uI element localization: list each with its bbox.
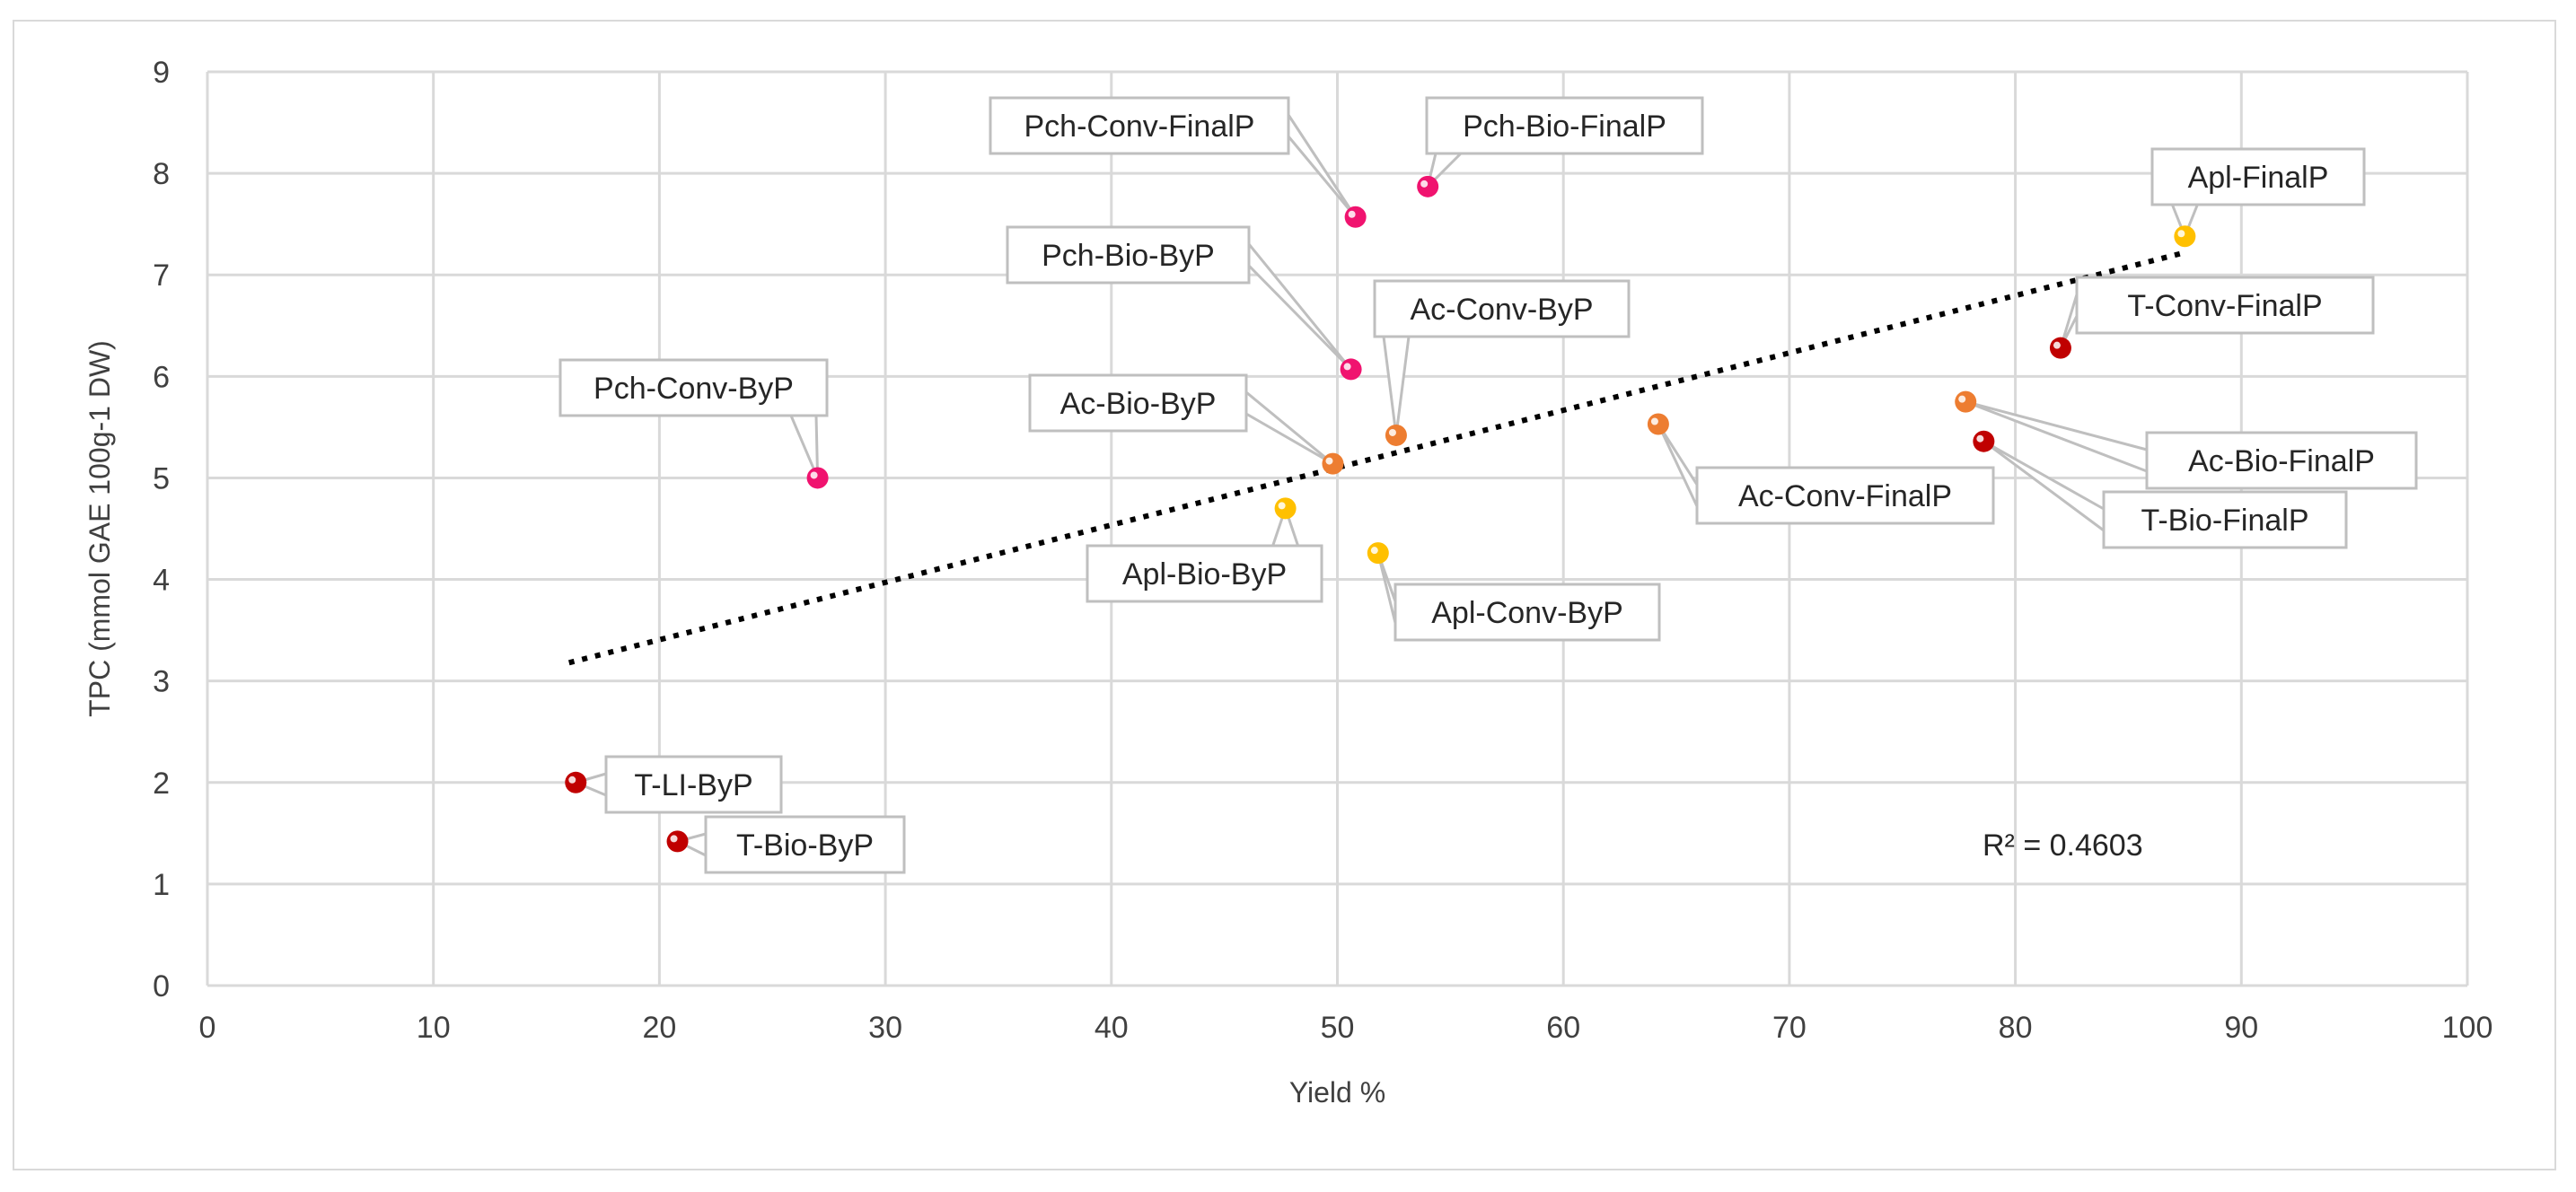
point-label: Apl-Bio-ByP bbox=[1122, 557, 1287, 592]
y-tick-label: 5 bbox=[153, 461, 170, 495]
data-point-highlight bbox=[670, 835, 678, 843]
callout-box bbox=[1425, 96, 1704, 155]
x-tick-label: 60 bbox=[1546, 1011, 1580, 1045]
x-tick-label: 50 bbox=[1321, 1011, 1355, 1045]
point-label: Pch-Bio-FinalP bbox=[1463, 110, 1666, 144]
x-tick-label: 0 bbox=[199, 1011, 216, 1045]
data-point-highlight bbox=[2053, 341, 2061, 349]
x-tick-label: 20 bbox=[642, 1011, 676, 1045]
callout-box bbox=[558, 358, 829, 417]
callout-box bbox=[704, 815, 906, 874]
y-tick-label: 7 bbox=[153, 259, 170, 293]
data-point-highlight bbox=[1278, 502, 1286, 510]
point-label: Ac-Bio-FinalP bbox=[2188, 444, 2375, 478]
callout-leader bbox=[1247, 243, 1352, 371]
data-point bbox=[806, 467, 829, 489]
r-squared-annotation: R² = 0.4603 bbox=[1983, 828, 2143, 863]
point-label: Ac-Bio-ByP bbox=[1060, 387, 1217, 421]
data-point bbox=[1340, 358, 1362, 381]
callout-box bbox=[989, 96, 1290, 155]
callout-box bbox=[2102, 490, 2348, 549]
data-point bbox=[1344, 206, 1367, 228]
point-layer bbox=[565, 175, 2196, 853]
data-point-highlight bbox=[1388, 428, 1396, 436]
callout-box bbox=[2150, 147, 2366, 206]
point-label: Apl-Conv-ByP bbox=[1431, 596, 1623, 630]
point-label: Pch-Conv-FinalP bbox=[1024, 110, 1255, 144]
point-label: Pch-Bio-ByP bbox=[1042, 239, 1215, 273]
x-tick-label: 30 bbox=[868, 1011, 902, 1045]
trendline bbox=[567, 250, 2186, 666]
data-point-highlight bbox=[1420, 180, 1429, 188]
callout-leader bbox=[1382, 336, 1411, 436]
callout-box bbox=[1373, 279, 1631, 338]
callout-leader bbox=[1376, 552, 1397, 624]
data-point bbox=[1417, 175, 1439, 197]
data-point-highlight bbox=[1958, 395, 1966, 403]
data-point bbox=[1385, 424, 1407, 446]
data-point bbox=[2174, 225, 2196, 248]
x-tick-label: 100 bbox=[2442, 1011, 2493, 1045]
point-label: T-Conv-FinalP bbox=[2127, 289, 2322, 323]
data-point-highlight bbox=[810, 471, 818, 479]
x-axis-title: Yield % bbox=[1289, 1076, 1385, 1109]
data-point bbox=[1367, 542, 1389, 565]
callout-leader bbox=[1287, 114, 1357, 218]
data-point bbox=[565, 771, 587, 793]
point-label: T-Bio-ByP bbox=[736, 828, 874, 863]
point-label: Ac-Conv-ByP bbox=[1410, 293, 1593, 327]
callout-box bbox=[2075, 276, 2375, 335]
x-tick-label: 70 bbox=[1772, 1011, 1807, 1045]
y-tick-label: 8 bbox=[153, 157, 170, 191]
y-tick-label: 9 bbox=[153, 56, 170, 90]
callout-box bbox=[604, 755, 783, 814]
data-point bbox=[1274, 497, 1297, 520]
data-point-highlight bbox=[1343, 363, 1351, 371]
data-point-highlight bbox=[568, 776, 576, 784]
callout-box bbox=[2145, 431, 2418, 490]
callout-layer: Pch-Conv-FinalP Pch-Bio-FinalP Apl-FinalP P… bbox=[558, 96, 2418, 874]
data-point-highlight bbox=[1325, 457, 1333, 465]
point-label: Apl-FinalP bbox=[2188, 161, 2329, 195]
tick-labels: 0 10 20 30 40 50 60 70 80 90 100 0 1 2 3 4 5 6 7 8 9 bbox=[153, 56, 2492, 1045]
data-point-highlight bbox=[1976, 434, 1984, 443]
point-label: T-LI-ByP bbox=[634, 768, 752, 802]
callout-box bbox=[1695, 466, 1995, 525]
callout-box bbox=[1028, 373, 1248, 433]
y-tick-label: 4 bbox=[153, 564, 170, 598]
y-tick-label: 0 bbox=[153, 969, 170, 1004]
callout-box bbox=[1086, 544, 1323, 603]
point-label: Pch-Conv-ByP bbox=[593, 372, 794, 406]
y-tick-label: 6 bbox=[153, 360, 170, 394]
y-tick-label: 3 bbox=[153, 665, 170, 699]
y-tick-label: 2 bbox=[153, 767, 170, 801]
x-tick-label: 90 bbox=[2224, 1011, 2258, 1045]
data-point-highlight bbox=[1348, 210, 1356, 218]
data-point bbox=[666, 830, 689, 853]
callout-leader bbox=[1245, 390, 1334, 465]
callout-leader bbox=[1657, 423, 1699, 507]
callout-leader bbox=[1983, 440, 2105, 532]
x-tick-label: 10 bbox=[417, 1011, 451, 1045]
data-point bbox=[1973, 430, 1995, 452]
data-point-highlight bbox=[1650, 417, 1658, 425]
data-point bbox=[2049, 337, 2071, 359]
data-point bbox=[1647, 413, 1669, 435]
x-tick-label: 40 bbox=[1095, 1011, 1129, 1045]
chart-frame bbox=[13, 20, 2556, 1170]
y-tick-label: 1 bbox=[153, 868, 170, 902]
x-tick-label: 80 bbox=[1999, 1011, 2033, 1045]
y-axis-title: TPC (mmol GAE 100g-1 DW) bbox=[84, 340, 116, 717]
callout-box bbox=[1006, 225, 1251, 285]
data-point bbox=[1322, 452, 1344, 475]
callout-box bbox=[1394, 583, 1661, 642]
data-point bbox=[1955, 390, 1977, 413]
point-label: Ac-Conv-FinalP bbox=[1738, 479, 1952, 513]
data-point-highlight bbox=[1370, 547, 1378, 555]
data-point-highlight bbox=[2177, 230, 2185, 238]
trendline-layer bbox=[567, 250, 2186, 666]
point-label: T-Bio-FinalP bbox=[2141, 504, 2308, 538]
